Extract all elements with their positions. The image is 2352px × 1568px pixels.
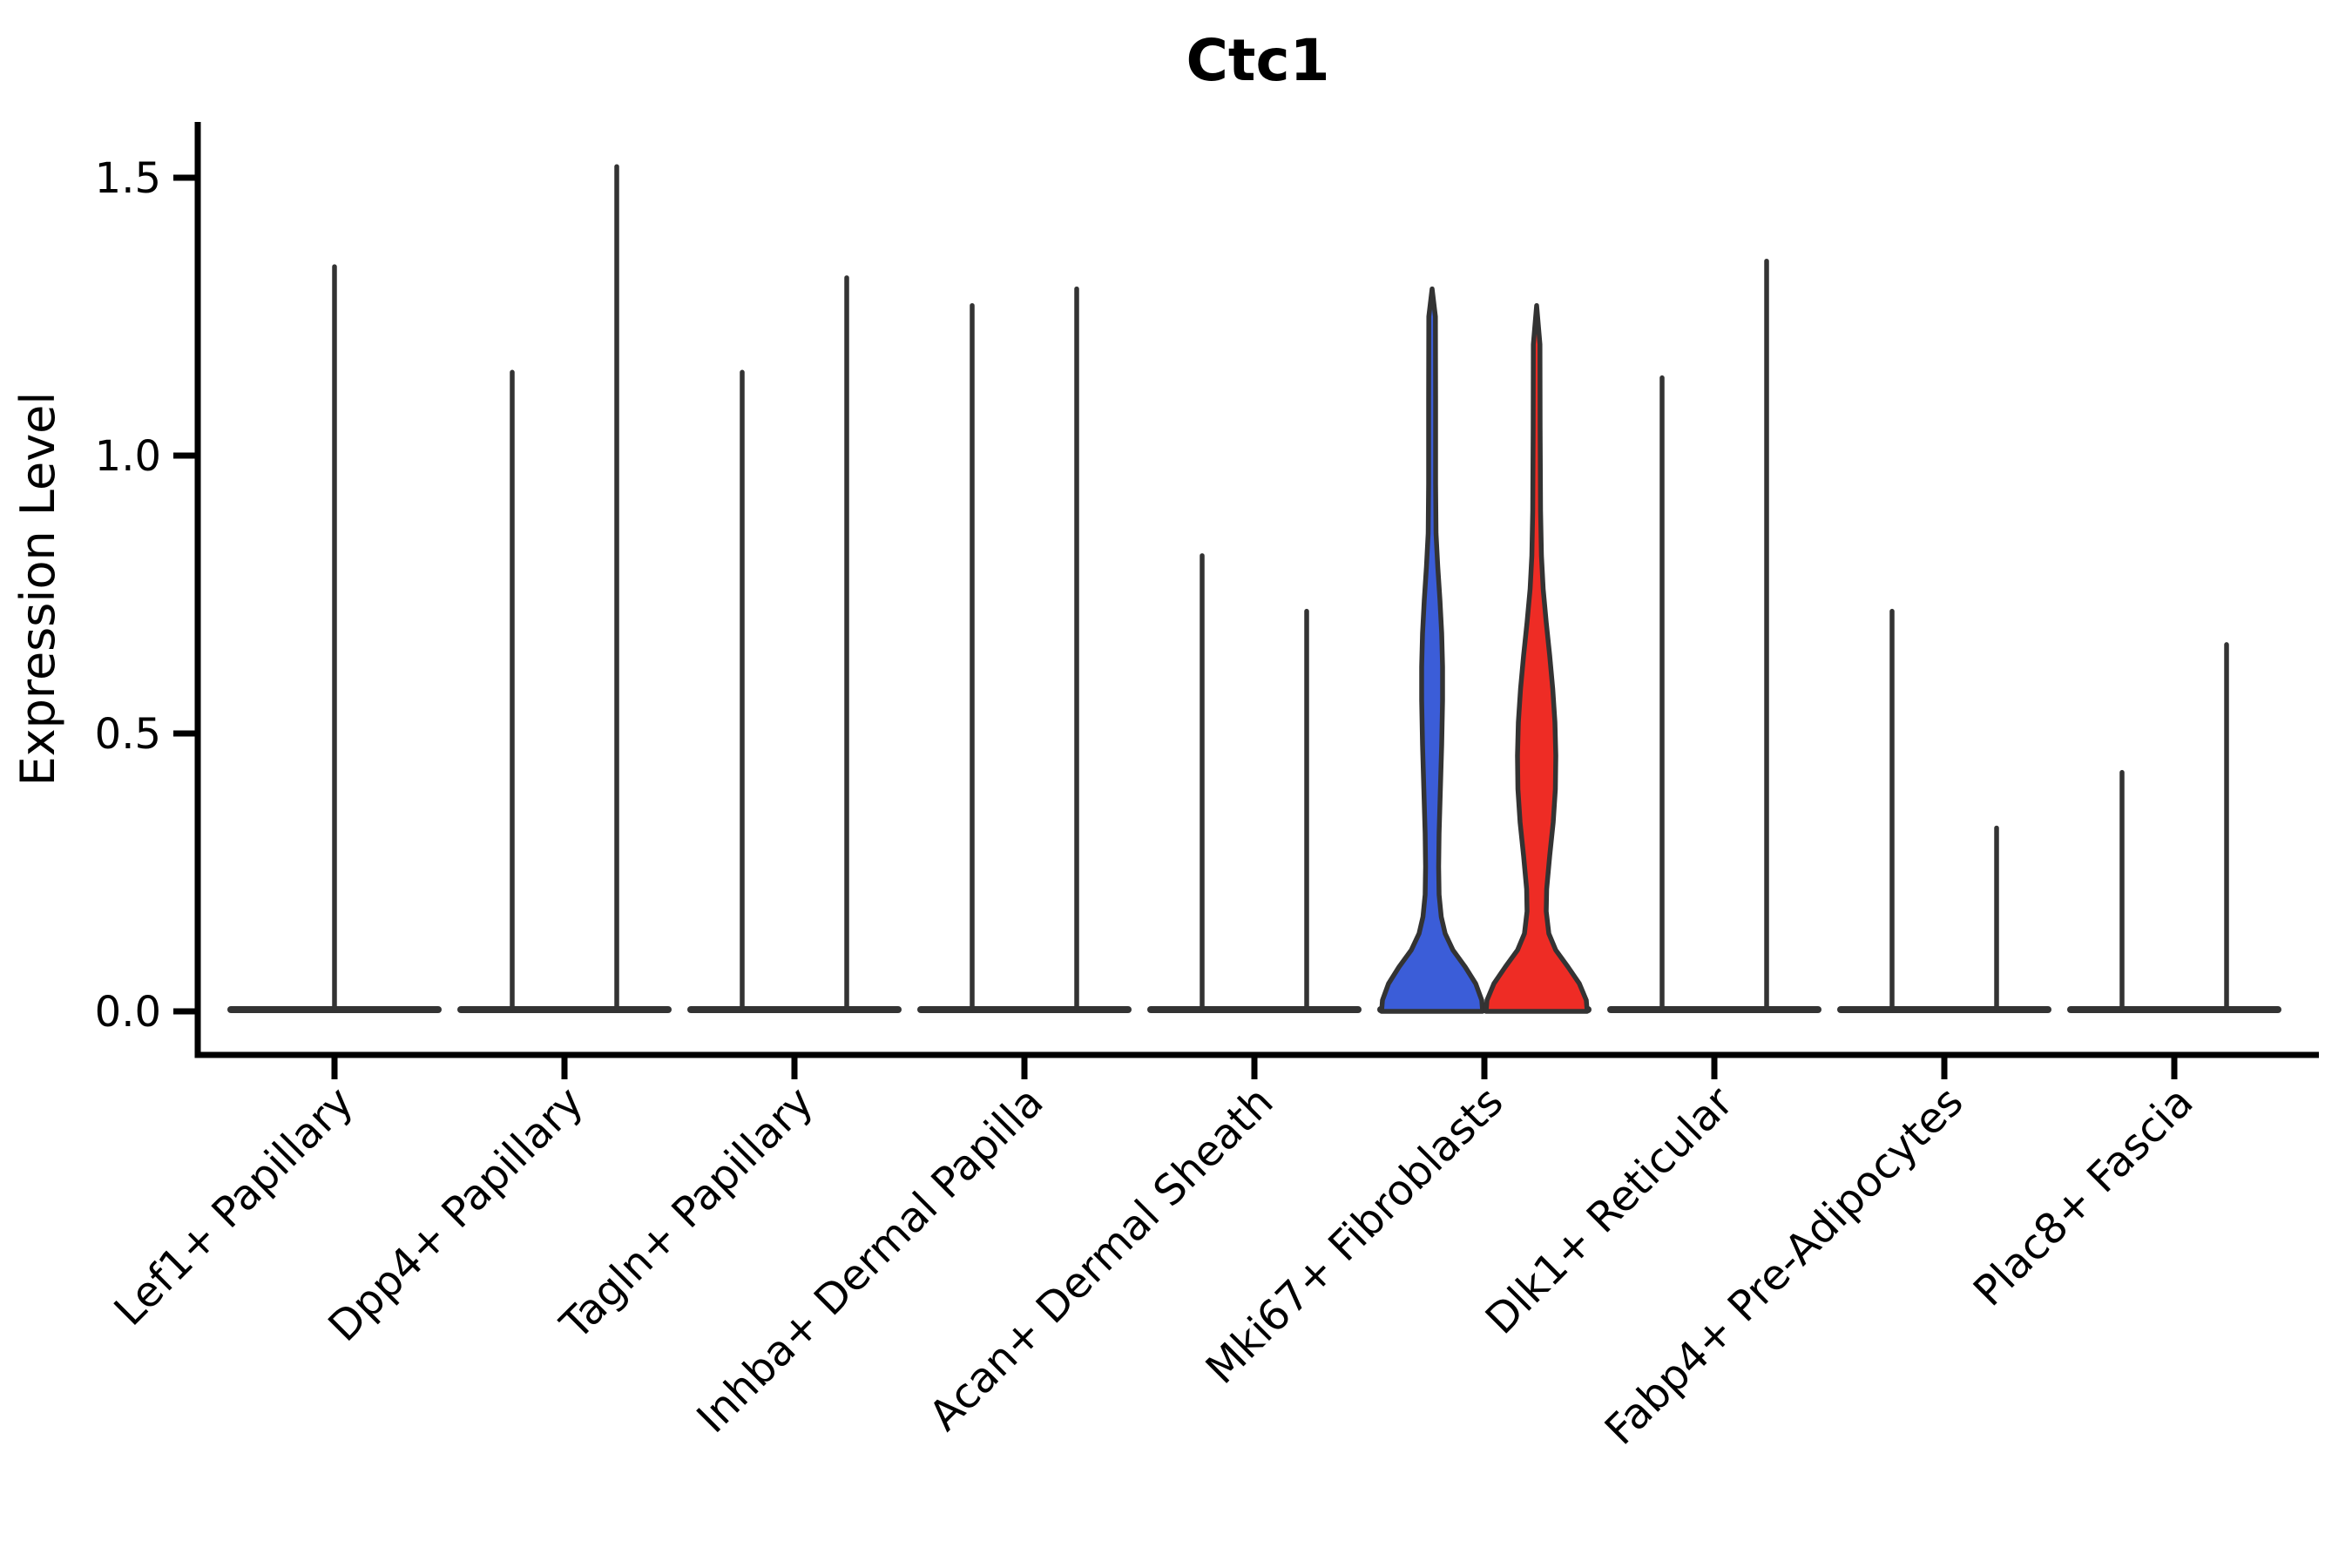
y-tick-label: 1.0 — [95, 432, 161, 481]
violin-body-blue — [1379, 286, 1485, 1014]
y-axis-title: Expression Level — [10, 392, 65, 787]
x-tick-label: Tagln+ Papillary — [551, 1078, 822, 1349]
x-tick-label: Lef1+ Papillary — [105, 1078, 363, 1335]
chart-title: Ctc1 — [1186, 27, 1329, 94]
violin-body-red — [1484, 302, 1590, 1014]
y-tick-label: 1.5 — [95, 154, 161, 203]
x-tick-label: Plac8+ Fascia — [1964, 1078, 2203, 1316]
y-tick-label: 0.5 — [95, 710, 161, 759]
y-tick-label: 0.0 — [95, 988, 161, 1037]
x-tick-label: Dpp4+ Papillary — [319, 1078, 592, 1351]
x-tick-label: Dlk1+ Reticular — [1477, 1078, 1743, 1344]
